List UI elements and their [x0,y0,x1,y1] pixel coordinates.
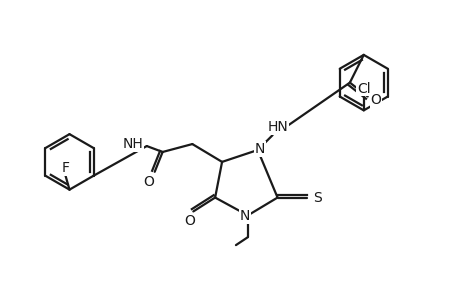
Text: N: N [254,142,264,156]
Text: N: N [239,209,250,224]
Text: HN: HN [267,120,287,134]
Text: O: O [143,175,154,189]
Text: S: S [312,190,321,205]
Text: O: O [369,94,380,107]
Text: F: F [62,161,69,175]
Text: Cl: Cl [356,82,370,96]
Text: O: O [184,214,195,228]
Text: NH: NH [122,137,143,151]
